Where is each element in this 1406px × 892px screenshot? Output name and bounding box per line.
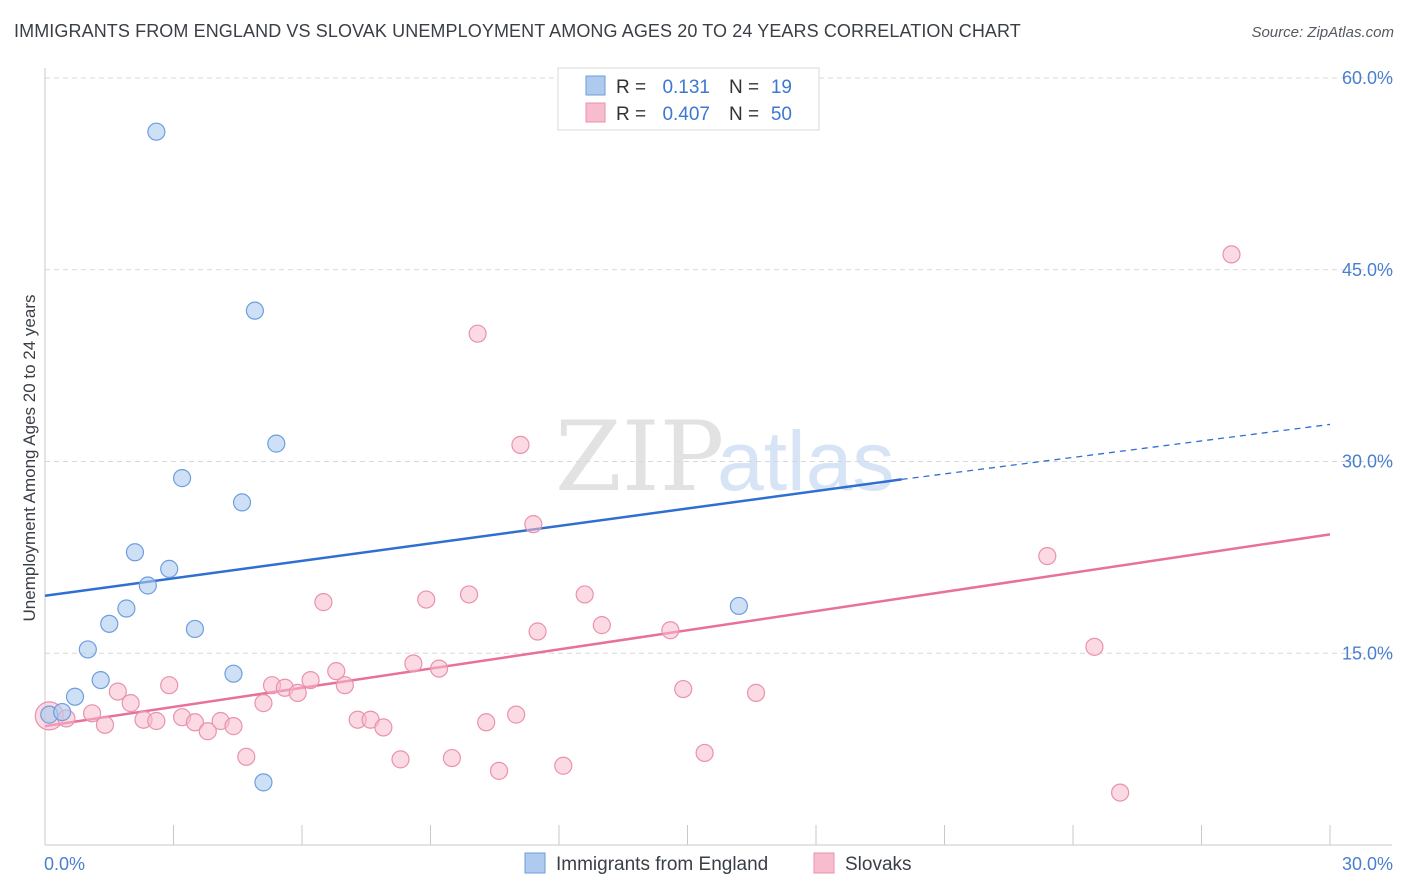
slovak-n-label: N =	[729, 104, 759, 125]
england-point	[254, 773, 273, 792]
england-n-value: 19	[771, 77, 792, 98]
england-point	[172, 469, 192, 488]
slovak-point	[575, 585, 594, 604]
england-n-label: N =	[729, 77, 759, 98]
slovak-point	[301, 670, 320, 690]
slovak-point	[1222, 245, 1241, 264]
slovak-point	[160, 676, 179, 695]
england-series-swatch	[524, 852, 546, 874]
slovak-point	[314, 593, 333, 612]
slovak-point	[288, 683, 307, 702]
y-tick-label: 30.0%	[1342, 452, 1393, 472]
slovak-point	[95, 715, 115, 734]
slovak-point	[746, 683, 766, 702]
england-point	[160, 559, 179, 578]
slovak-n-value: 50	[771, 104, 792, 125]
slovak-point	[524, 515, 543, 534]
watermark-zip: ZIP	[555, 401, 724, 513]
england-point	[224, 664, 243, 683]
england-r-label: R =	[616, 77, 646, 98]
slovak-point	[327, 662, 346, 681]
slovak-series-label: Slovaks	[845, 854, 912, 875]
england-series-label: Immigrants from England	[556, 854, 768, 875]
slovak-point	[224, 717, 243, 736]
slovak-point	[121, 694, 140, 713]
england-point	[267, 434, 286, 453]
data-points	[34, 122, 1241, 802]
england-point	[91, 670, 110, 690]
slovak-point	[554, 756, 573, 775]
slovak-series-swatch	[813, 852, 835, 874]
england-legend-swatch	[585, 75, 606, 96]
slovak-trend-line	[44, 533, 1331, 728]
england-point	[232, 493, 252, 512]
england-point	[147, 122, 166, 141]
england-point	[185, 619, 205, 639]
slovak-point	[489, 761, 509, 780]
source-label: Source: ZipAtlas.com	[1251, 24, 1394, 41]
england-trend-line	[44, 478, 902, 597]
slovak-point	[442, 748, 462, 768]
slovak-point	[404, 654, 423, 673]
slovak-point	[528, 622, 547, 641]
x-tick-label: 0.0%	[44, 854, 85, 874]
england-point	[125, 543, 145, 562]
slovak-point	[254, 694, 273, 713]
slovak-point	[1111, 783, 1130, 802]
slovak-point	[108, 682, 127, 701]
slovak-point	[1085, 637, 1104, 656]
slovak-point	[237, 747, 256, 766]
slovak-legend-swatch	[585, 102, 606, 123]
x-tick-label: 30.0%	[1342, 854, 1393, 874]
slovak-point	[417, 590, 436, 609]
slovak-point	[185, 713, 205, 732]
england-point	[78, 640, 97, 659]
slovak-point	[695, 743, 714, 763]
slovak-point	[147, 711, 166, 731]
england-point	[729, 596, 749, 616]
slovak-point	[429, 659, 449, 678]
axes	[44, 68, 1392, 846]
slovak-r-value: 0.407	[662, 104, 710, 125]
y-tick-label: 60.0%	[1342, 68, 1393, 88]
slovak-point	[592, 616, 611, 635]
y-tick-label: 45.0%	[1342, 260, 1393, 280]
y-tick-label: 15.0%	[1342, 643, 1393, 663]
slovak-point	[198, 722, 217, 741]
england-point	[117, 599, 136, 618]
gridlines	[45, 77, 1392, 654]
england-point	[100, 614, 119, 633]
chart-title: IMMIGRANTS FROM ENGLAND VS SLOVAK UNEMPL…	[14, 21, 1021, 41]
england-point	[138, 576, 157, 595]
slovak-point	[459, 585, 479, 604]
slovak-point	[391, 750, 410, 769]
slovak-point	[335, 676, 354, 695]
series-legend: Immigrants from England Slovaks	[524, 852, 912, 875]
trend-lines	[44, 423, 1331, 728]
slovak-r-label: R =	[616, 104, 646, 125]
slovak-point	[468, 324, 487, 343]
england-point	[245, 301, 264, 320]
england-point	[53, 702, 72, 722]
slovak-point	[477, 713, 496, 732]
correlation-legend: R = 0.131 N = 19 R = 0.407 N = 50	[557, 67, 820, 131]
england-point	[65, 687, 85, 706]
slovak-point	[511, 435, 530, 454]
england-r-value: 0.131	[662, 77, 710, 98]
slovak-point	[374, 718, 393, 737]
slovak-point	[1038, 546, 1057, 566]
slovak-point	[674, 679, 693, 699]
england-trend-extension	[901, 423, 1331, 481]
y-axis-title: Unemployment Among Ages 20 to 24 years	[20, 295, 39, 622]
slovak-point	[661, 621, 680, 640]
slovak-point	[83, 704, 102, 723]
tick-labels: 15.0% 30.0% 45.0% 60.0% 0.0% 30.0%	[44, 68, 1393, 874]
slovak-point	[507, 705, 526, 724]
